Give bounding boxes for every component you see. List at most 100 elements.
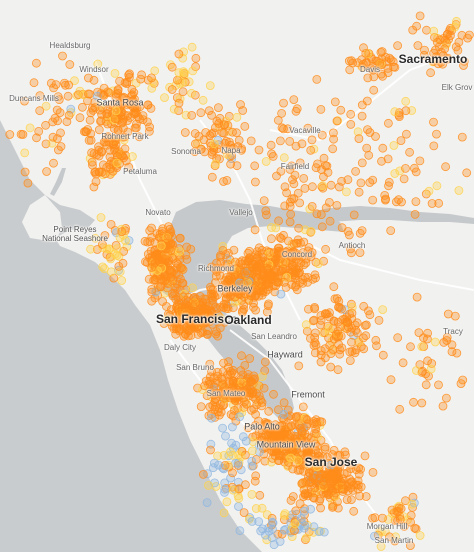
high-count-dot[interactable] (196, 402, 206, 412)
mid-count-dot[interactable] (110, 69, 120, 78)
high-count-dot[interactable] (213, 311, 223, 320)
high-count-dot[interactable] (335, 450, 345, 460)
high-count-dot[interactable] (193, 383, 203, 393)
high-count-dot[interactable] (396, 136, 406, 146)
high-count-dot[interactable] (276, 253, 286, 263)
high-count-dot[interactable] (264, 406, 274, 416)
high-count-dot[interactable] (386, 375, 396, 385)
high-count-dot[interactable] (64, 80, 74, 90)
mid-count-dot[interactable] (121, 236, 130, 246)
high-count-dot[interactable] (319, 480, 329, 490)
high-count-dot[interactable] (199, 135, 209, 145)
high-count-dot[interactable] (46, 78, 56, 88)
mid-count-dot[interactable] (156, 241, 166, 251)
high-count-dot[interactable] (317, 165, 327, 175)
high-count-dot[interactable] (178, 87, 188, 97)
mid-count-dot[interactable] (96, 213, 106, 222)
high-count-dot[interactable] (378, 513, 387, 523)
low-count-dot[interactable] (309, 522, 319, 532)
high-count-dot[interactable] (310, 304, 320, 314)
high-count-dot[interactable] (94, 125, 104, 135)
high-count-dot[interactable] (20, 167, 30, 177)
high-count-dot[interactable] (98, 240, 107, 249)
high-count-dot[interactable] (160, 254, 170, 264)
high-count-dot[interactable] (458, 375, 468, 385)
high-count-dot[interactable] (240, 386, 250, 395)
high-count-dot[interactable] (246, 136, 256, 146)
high-count-dot[interactable] (145, 122, 155, 132)
high-count-dot[interactable] (174, 244, 184, 253)
high-count-dot[interactable] (230, 257, 240, 267)
high-count-dot[interactable] (386, 226, 396, 236)
high-count-dot[interactable] (85, 115, 95, 125)
high-count-dot[interactable] (238, 106, 248, 115)
high-count-dot[interactable] (334, 460, 344, 470)
high-count-dot[interactable] (445, 25, 455, 35)
high-count-dot[interactable] (229, 143, 238, 153)
high-count-dot[interactable] (222, 259, 232, 269)
mid-count-dot[interactable] (290, 519, 300, 529)
high-count-dot[interactable] (119, 114, 128, 124)
high-count-dot[interactable] (357, 55, 367, 65)
high-count-dot[interactable] (329, 282, 339, 292)
high-count-dot[interactable] (257, 245, 267, 255)
low-count-dot[interactable] (226, 473, 236, 483)
high-count-dot[interactable] (361, 492, 371, 501)
high-count-dot[interactable] (316, 311, 326, 320)
high-count-dot[interactable] (317, 417, 327, 427)
high-count-dot[interactable] (298, 275, 308, 285)
high-count-dot[interactable] (302, 415, 312, 425)
high-count-dot[interactable] (165, 310, 175, 320)
high-count-dot[interactable] (337, 484, 347, 494)
high-count-dot[interactable] (54, 145, 63, 155)
high-count-dot[interactable] (238, 306, 247, 316)
high-count-dot[interactable] (218, 245, 228, 255)
high-count-dot[interactable] (275, 136, 285, 146)
high-count-dot[interactable] (349, 210, 359, 220)
high-count-dot[interactable] (147, 73, 156, 83)
low-count-dot[interactable] (241, 436, 251, 446)
high-count-dot[interactable] (268, 151, 278, 161)
high-count-dot[interactable] (131, 123, 141, 133)
mid-count-dot[interactable] (301, 533, 311, 543)
high-count-dot[interactable] (161, 238, 171, 248)
high-count-dot[interactable] (187, 111, 197, 120)
high-count-dot[interactable] (401, 129, 411, 139)
low-count-dot[interactable] (276, 289, 286, 299)
high-count-dot[interactable] (224, 137, 234, 147)
high-count-dot[interactable] (217, 264, 226, 274)
mid-count-dot[interactable] (424, 186, 434, 196)
high-count-dot[interactable] (144, 274, 154, 284)
high-count-dot[interactable] (295, 198, 305, 208)
high-count-dot[interactable] (84, 135, 94, 145)
high-count-dot[interactable] (108, 166, 118, 176)
high-count-dot[interactable] (245, 354, 255, 363)
high-count-dot[interactable] (282, 188, 292, 198)
high-count-dot[interactable] (345, 474, 355, 484)
high-count-dot[interactable] (301, 258, 311, 268)
low-count-dot[interactable] (370, 531, 379, 541)
high-count-dot[interactable] (431, 52, 441, 62)
high-count-dot[interactable] (251, 454, 261, 464)
high-count-dot[interactable] (138, 111, 148, 120)
high-count-dot[interactable] (325, 216, 335, 226)
high-count-dot[interactable] (167, 62, 177, 72)
high-count-dot[interactable] (387, 505, 397, 515)
high-count-dot[interactable] (240, 450, 250, 460)
high-count-dot[interactable] (241, 381, 251, 391)
high-count-dot[interactable] (91, 177, 101, 187)
mid-count-dot[interactable] (391, 532, 401, 542)
high-count-dot[interactable] (222, 175, 232, 185)
high-count-dot[interactable] (303, 123, 313, 133)
high-count-dot[interactable] (125, 69, 135, 79)
high-count-dot[interactable] (97, 110, 106, 119)
mid-count-dot[interactable] (430, 337, 440, 347)
high-count-dot[interactable] (351, 166, 361, 176)
high-count-dot[interactable] (252, 262, 262, 272)
high-count-dot[interactable] (331, 329, 341, 339)
high-count-dot[interactable] (356, 464, 366, 474)
high-count-dot[interactable] (250, 177, 260, 187)
high-count-dot[interactable] (147, 296, 157, 306)
low-count-dot[interactable] (209, 458, 219, 468)
high-count-dot[interactable] (291, 413, 301, 422)
